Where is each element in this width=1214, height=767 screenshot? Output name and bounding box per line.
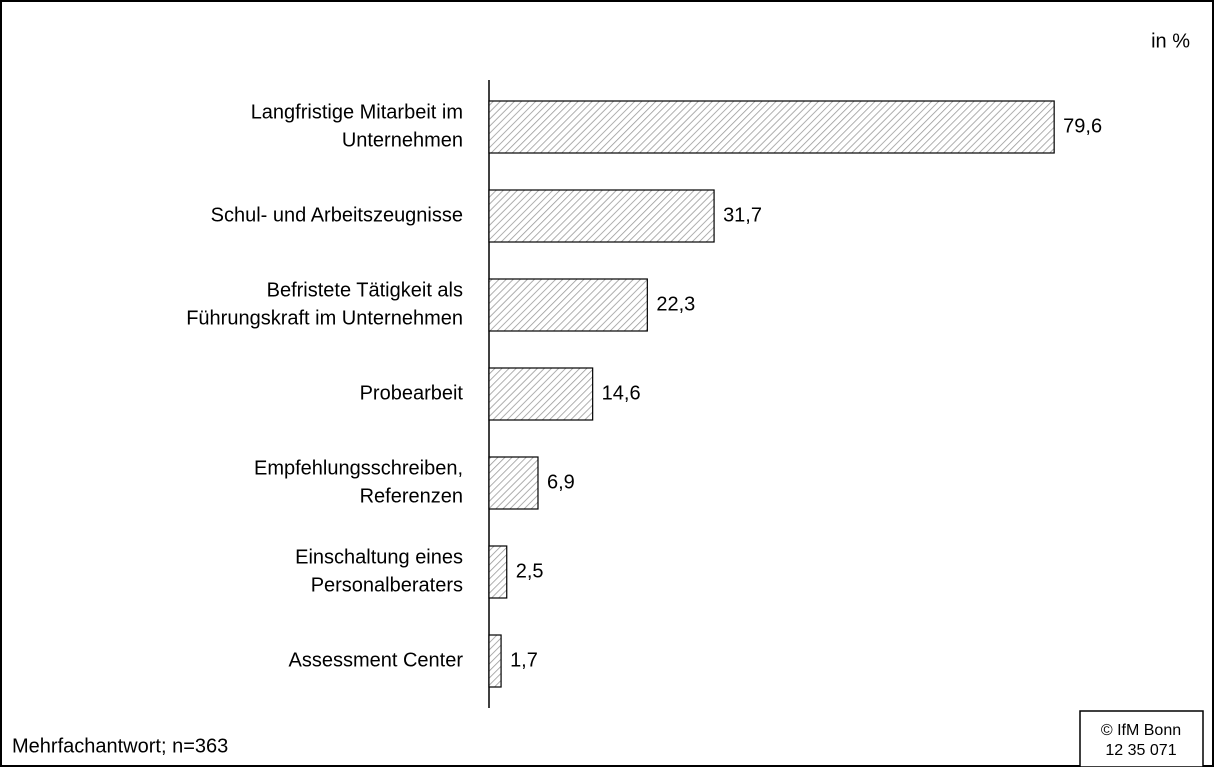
y-tick-label: Empfehlungsschreiben, [254,457,463,479]
y-tick-label: Führungskraft im Unternehmen [186,307,463,329]
source-code: 12 35 071 [1105,742,1176,759]
source-box [1079,710,1204,767]
bar [488,545,508,599]
value-label: 1,7 [510,649,538,671]
value-label: 14,6 [602,382,641,404]
axis-unit: in % [1151,30,1190,52]
bar [488,634,502,688]
source: © IfM Bonn [1101,722,1181,739]
footnote: Mehrfachantwort; n=363 [12,735,228,757]
y-tick-label: Einschaltung eines [295,546,463,568]
y-tick-label: Langfristige Mitarbeit im [251,101,463,123]
bar [488,278,648,332]
y-tick-label: Assessment Center [288,649,463,671]
bar [488,367,594,421]
bar [488,456,539,510]
y-tick-label: Unternehmen [342,129,463,151]
y-tick-label: Probearbeit [360,382,464,404]
y-tick-label: Referenzen [360,485,463,507]
y-tick-label: Befristete Tätigkeit als [267,279,463,301]
y-tick-label: Personalberaters [311,574,463,596]
value-label: 31,7 [723,204,762,226]
value-label: 22,3 [656,293,695,315]
value-label: 2,5 [516,560,544,582]
value-label: 79,6 [1063,115,1102,137]
y-tick-label: Schul- und Arbeitszeugnisse [211,204,463,226]
bar [488,100,1055,154]
bar [488,189,715,243]
value-label: 6,9 [547,471,575,493]
